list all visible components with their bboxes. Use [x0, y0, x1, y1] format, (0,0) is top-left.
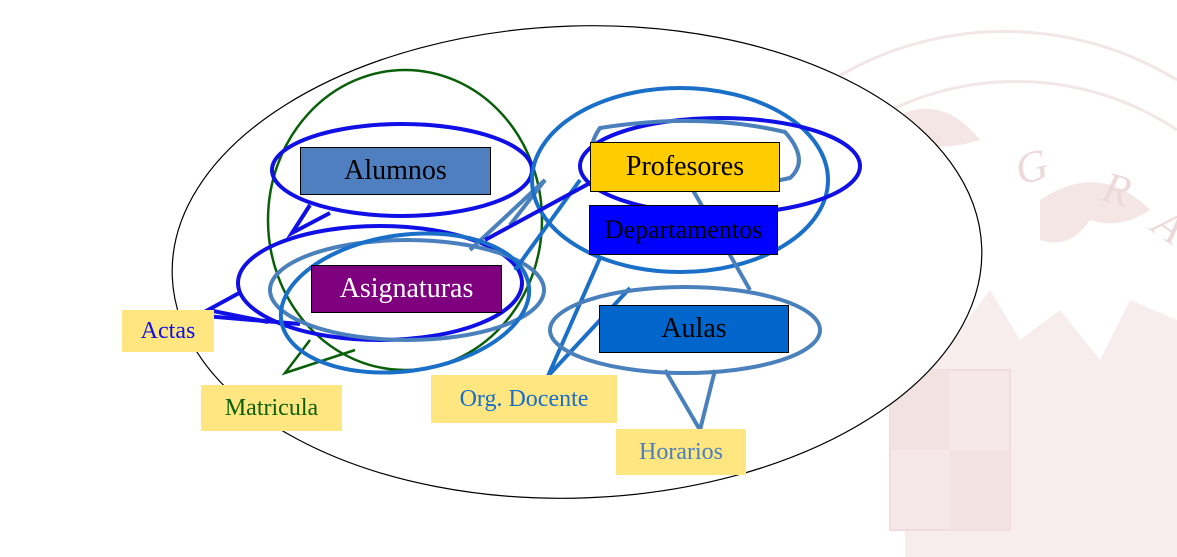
actas-callout-text: Actas [140, 317, 196, 344]
alumnos-label: Alumnos [344, 155, 447, 186]
aulas-box: Aulas [599, 305, 789, 353]
watermark-letter-a: A [1142, 196, 1177, 254]
matricula-callout: Matricula [201, 385, 342, 431]
asignaturas-bubble [268, 178, 547, 342]
horarios-callout: Horarios [616, 429, 746, 475]
alumnos-box: Alumnos [300, 147, 491, 195]
watermark-letter-g: G [1010, 139, 1053, 195]
horarios-callout-text: Horarios [639, 438, 723, 465]
system-boundary-ellipse [171, 25, 983, 499]
departamentos-label: Departamentos [604, 215, 763, 244]
org-docente-callout: Org. Docente [431, 375, 617, 423]
actas-callout: Actas [122, 310, 214, 352]
org-docente-callout-text: Org. Docente [459, 385, 589, 412]
asignaturas-box: Asignaturas [311, 265, 502, 313]
profesores-box: Profesores [590, 142, 780, 192]
asignaturas-label: Asignaturas [339, 273, 474, 304]
matricula-callout-text: Matricula [224, 394, 319, 421]
aulas-label: Aulas [661, 313, 727, 344]
profesores-label: Profesores [625, 151, 745, 182]
departamentos-box: Departamentos [589, 205, 778, 255]
